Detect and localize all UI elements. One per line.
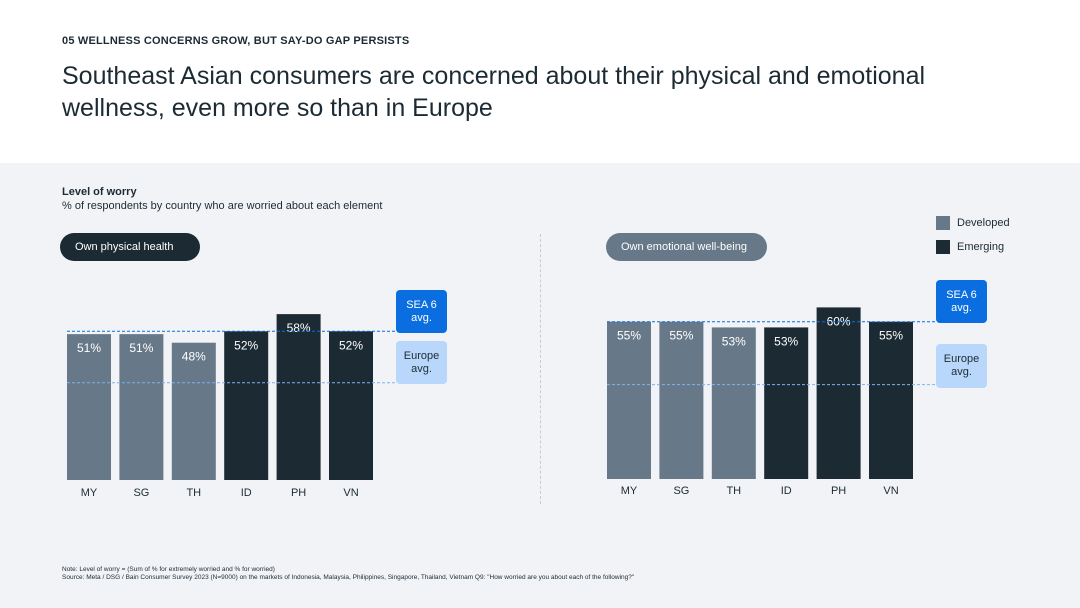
emotional-sea-avg-line1: SEA 6	[946, 288, 977, 301]
physical-value-label-id: 52%	[234, 338, 258, 352]
emotional-category-label-my: MY	[621, 485, 638, 497]
physical-category-label-id: ID	[241, 487, 252, 499]
emotional-value-label-id: 53%	[774, 334, 798, 348]
emotional-value-label-sg: 55%	[669, 329, 693, 343]
emotional-category-label-sg: SG	[673, 485, 689, 497]
physical-sea-avg-line1: SEA 6	[406, 298, 437, 311]
footnote-note: Note: Level of worry = (Sum of % for ext…	[62, 566, 275, 573]
emotional-bar-id	[764, 327, 809, 479]
physical-value-label-sg: 51%	[129, 341, 153, 355]
physical-bar-my	[67, 334, 111, 480]
emotional-wellbeing-chart-title: Own emotional well-being	[606, 233, 767, 261]
chart-subtitle: Level of worry	[62, 186, 137, 198]
physical-sea-avg-line2: avg.	[411, 311, 432, 324]
emotional-value-label-my: 55%	[617, 329, 641, 343]
legend-developed: Developed	[936, 216, 1010, 230]
physical-value-label-ph: 58%	[287, 321, 311, 335]
physical-europe-avg-badge: Europe avg.	[396, 341, 447, 384]
emotional-sea-avg-line2: avg.	[951, 301, 972, 314]
emotional-category-label-id: ID	[781, 485, 792, 497]
emotional-category-label-ph: PH	[831, 485, 846, 497]
physical-category-label-th: TH	[186, 487, 201, 499]
emotional-category-label-th: TH	[726, 485, 741, 497]
section-eyebrow: 05 WELLNESS CONCERNS GROW, BUT SAY-DO GA…	[62, 35, 410, 47]
physical-bar-ph	[276, 314, 321, 480]
physical-value-label-my: 51%	[77, 341, 101, 355]
physical-bar-id	[224, 331, 269, 480]
legend-emerging: Emerging	[936, 240, 1004, 254]
physical-bar-sg	[119, 334, 164, 480]
legend-emerging-swatch	[936, 240, 950, 254]
physical-value-label-vn: 52%	[339, 338, 363, 352]
emotional-europe-avg-line1: Europe	[943, 353, 980, 365]
legend-developed-swatch	[936, 216, 950, 230]
emotional-europe-avg-badge: Europe avg.	[936, 344, 987, 388]
physical-category-label-vn: VN	[343, 487, 358, 499]
physical-health-chart-title: Own physical health	[60, 233, 200, 261]
physical-value-label-th: 48%	[182, 350, 206, 364]
chart-divider	[540, 234, 541, 504]
emotional-bar-ph	[816, 307, 861, 479]
physical-europe-avg-line1: Europe	[403, 349, 440, 362]
emotional-europe-avg-line2: avg.	[951, 366, 972, 378]
physical-sea-avg-badge: SEA 6 avg.	[396, 290, 447, 333]
chart-description: % of respondents by country who are worr…	[62, 200, 383, 212]
physical-category-label-sg: SG	[133, 487, 149, 499]
physical-europe-avg-line2: avg.	[411, 362, 432, 375]
footnote-source: Source: Meta / DSG / Bain Consumer Surve…	[62, 574, 635, 581]
physical-category-label-my: MY	[81, 487, 98, 499]
page-title: Southeast Asian consumers are concerned …	[62, 62, 926, 122]
emotional-bar-th	[711, 327, 756, 479]
emotional-category-label-vn: VN	[883, 485, 898, 497]
emotional-sea-avg-badge: SEA 6 avg.	[936, 280, 987, 323]
emotional-bar-my	[607, 321, 651, 479]
emotional-bar-sg	[659, 321, 704, 479]
physical-bar-vn	[329, 331, 373, 480]
legend-developed-label: Developed	[957, 217, 1010, 229]
physical-bar-th	[171, 342, 216, 480]
physical-category-label-ph: PH	[291, 487, 306, 499]
emotional-value-label-vn: 55%	[879, 329, 903, 343]
emotional-value-label-th: 53%	[722, 334, 746, 348]
emotional-bar-vn	[869, 321, 913, 479]
legend-emerging-label: Emerging	[957, 241, 1005, 253]
